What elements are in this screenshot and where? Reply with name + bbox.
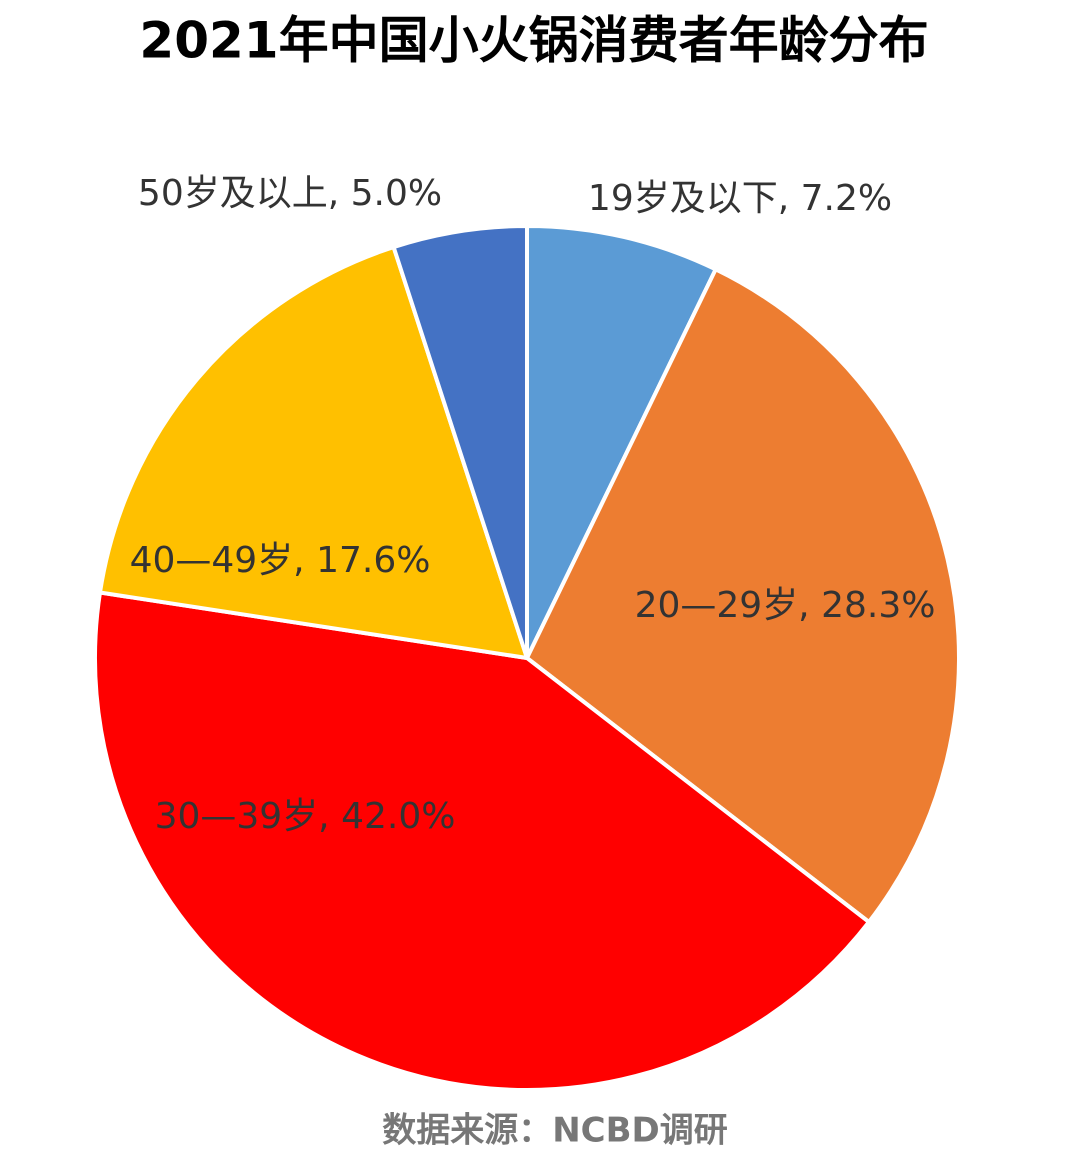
labels: 19岁及以下, 7.2% 20—29岁, 28.3% 30—39岁, 42.0% 40… — [130, 173, 936, 837]
chart-title: 2021年中国小火锅消费者年龄分布 — [139, 12, 928, 70]
data-label: 50岁及以上, 5.0% — [138, 173, 442, 214]
data-label: 40—49岁, 17.6% — [130, 540, 431, 581]
data-label: 20—29岁, 28.3% — [635, 585, 936, 626]
pie-slice — [93, 590, 872, 1092]
pie-slice — [391, 223, 529, 659]
data-label: 19岁及以下, 7.2% — [588, 178, 892, 219]
pie — [93, 223, 961, 1092]
pie-slice — [525, 223, 719, 659]
pie-slice — [524, 266, 961, 925]
data-label: 30—39岁, 42.0% — [155, 796, 456, 837]
pie-slice — [97, 244, 530, 661]
source: 数据来源：NCBD调研 — [382, 1111, 728, 1151]
